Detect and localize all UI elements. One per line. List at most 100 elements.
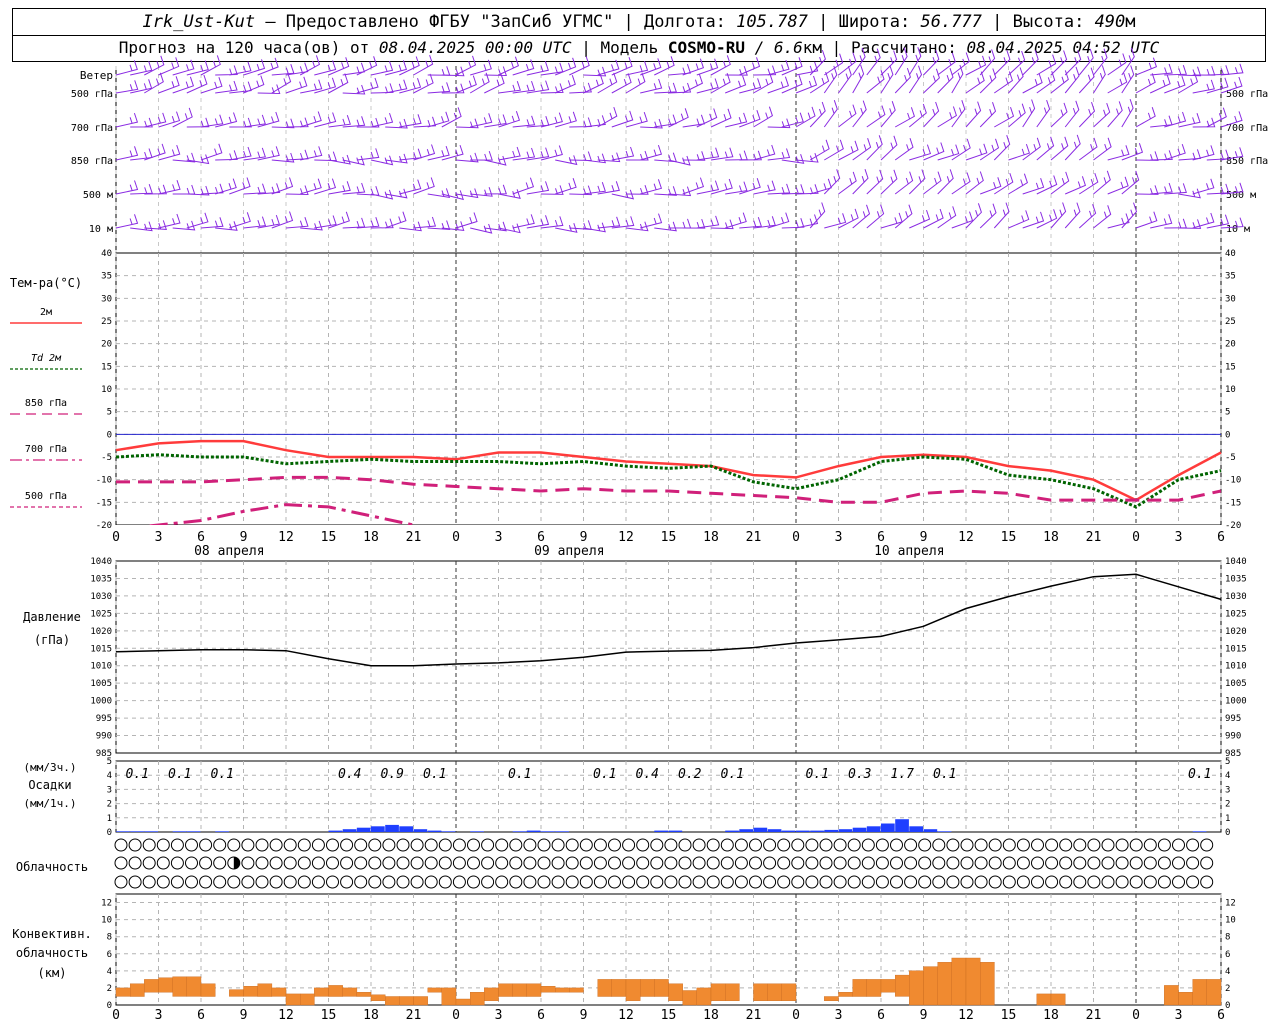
wind-barb	[852, 64, 865, 94]
wind-barb	[965, 171, 984, 195]
wind-barb	[1022, 211, 1045, 229]
wind-level-label-right: 500 гПа	[1226, 89, 1268, 100]
temp-hour-tick: 0	[452, 530, 460, 545]
conv-hour-tick: 18	[703, 1008, 719, 1023]
cloud-symbol	[340, 875, 354, 889]
convective-bar	[682, 990, 698, 1006]
wind-barb	[951, 172, 971, 195]
wind-barb	[130, 61, 153, 76]
wind-barb	[314, 215, 337, 229]
precip-bar	[739, 829, 753, 832]
wind-barb	[1050, 50, 1068, 76]
temp-tick-left: 20	[101, 340, 112, 350]
wind-barb	[838, 65, 852, 94]
wind-barb	[894, 138, 914, 161]
precip-bar	[767, 829, 782, 832]
cloud-symbol	[706, 838, 720, 852]
wind-barb	[342, 116, 366, 128]
cloud-symbol	[622, 875, 636, 889]
wind-barb	[512, 147, 536, 161]
wind-barb	[1022, 137, 1041, 161]
wind-barb	[498, 111, 521, 128]
precip-tick-left: 2	[107, 800, 112, 810]
wind-barb	[1093, 102, 1111, 128]
pressure-tick-right: 1005	[1225, 679, 1247, 689]
conv-tick-right: 6	[1225, 950, 1230, 960]
temp-tick-right: -5	[1225, 453, 1236, 463]
wind-barb	[300, 178, 322, 195]
wind-barb	[795, 184, 819, 195]
model-name: COSMO-RU	[667, 38, 745, 57]
conv-hour-tick: 12	[278, 1008, 294, 1023]
cloud-symbol	[777, 875, 791, 889]
wind-barb	[824, 139, 844, 161]
wind-barb	[356, 56, 378, 76]
conv-tick-left: 2	[107, 984, 112, 994]
wind-barb	[979, 49, 996, 76]
wind-barb	[271, 64, 295, 76]
temp-tick-right: 40	[1225, 249, 1236, 259]
pressure-tick-right: 995	[1225, 714, 1241, 724]
cloud-symbol	[749, 856, 762, 870]
cloud-symbol	[199, 838, 213, 852]
wind-barb	[583, 74, 604, 94]
wind-barb	[427, 111, 450, 128]
cloud-symbol	[156, 875, 170, 889]
wind-barb	[1135, 107, 1156, 128]
wind-barb	[158, 213, 181, 229]
cloud-symbol	[410, 838, 424, 852]
wind-barb	[795, 75, 818, 94]
wind-barb	[569, 220, 593, 230]
precip-bar	[399, 826, 413, 832]
pressure-tick-left: 995	[96, 714, 112, 724]
temp-series-line	[115, 503, 414, 531]
wind-barb	[937, 169, 954, 195]
cloud-symbol	[481, 856, 495, 870]
cloud-symbol	[382, 856, 396, 870]
cloud-symbol	[340, 838, 354, 852]
wind-barb	[880, 135, 898, 161]
wind-barb	[399, 114, 422, 128]
temp-hour-tick: 18	[703, 530, 719, 545]
precip-bar	[668, 830, 683, 832]
convective-bar	[512, 983, 528, 997]
wind-barb	[894, 171, 914, 195]
wind-barb	[385, 153, 408, 164]
temp-hour-tick: 12	[278, 530, 294, 545]
temp-tick-left: 15	[101, 362, 112, 372]
wind-barb	[696, 147, 720, 161]
pressure-tick-right: 990	[1225, 732, 1241, 742]
cloud-symbol	[269, 856, 283, 870]
cloud-symbol	[156, 856, 170, 870]
wind-barb	[682, 74, 704, 94]
wind-barb	[115, 214, 139, 229]
wind-barb	[795, 61, 819, 76]
wind-level-label-left: 850 гПа	[71, 156, 113, 167]
wind-barb	[229, 81, 252, 94]
pressure-tick-left: 1015	[90, 644, 112, 654]
precip-bar	[810, 830, 824, 832]
wind-barb	[710, 219, 734, 230]
precip-bar	[781, 830, 796, 832]
convective-bar	[385, 996, 400, 1006]
cloud-symbol	[636, 875, 650, 889]
cloud-symbol	[354, 875, 368, 889]
wind-barb	[555, 223, 578, 233]
precip-bar	[555, 831, 569, 832]
wind-barb	[1192, 145, 1215, 161]
wind-barb	[923, 142, 945, 161]
cloud-symbol	[875, 856, 889, 870]
temp-tick-left: 5	[107, 408, 112, 418]
wind-barb	[484, 74, 505, 94]
cloud-symbol	[241, 875, 255, 889]
wind-barb	[498, 56, 520, 76]
cloud-symbol	[918, 875, 932, 889]
convective-bar	[1164, 985, 1179, 1006]
wind-barb	[243, 75, 265, 94]
wind-barb	[200, 114, 224, 128]
cloud-symbol	[481, 838, 495, 852]
wind-barb	[243, 147, 266, 161]
pressure-tick-left: 1000	[90, 697, 112, 707]
precip-bar	[427, 830, 442, 832]
wind-barb	[399, 221, 422, 232]
